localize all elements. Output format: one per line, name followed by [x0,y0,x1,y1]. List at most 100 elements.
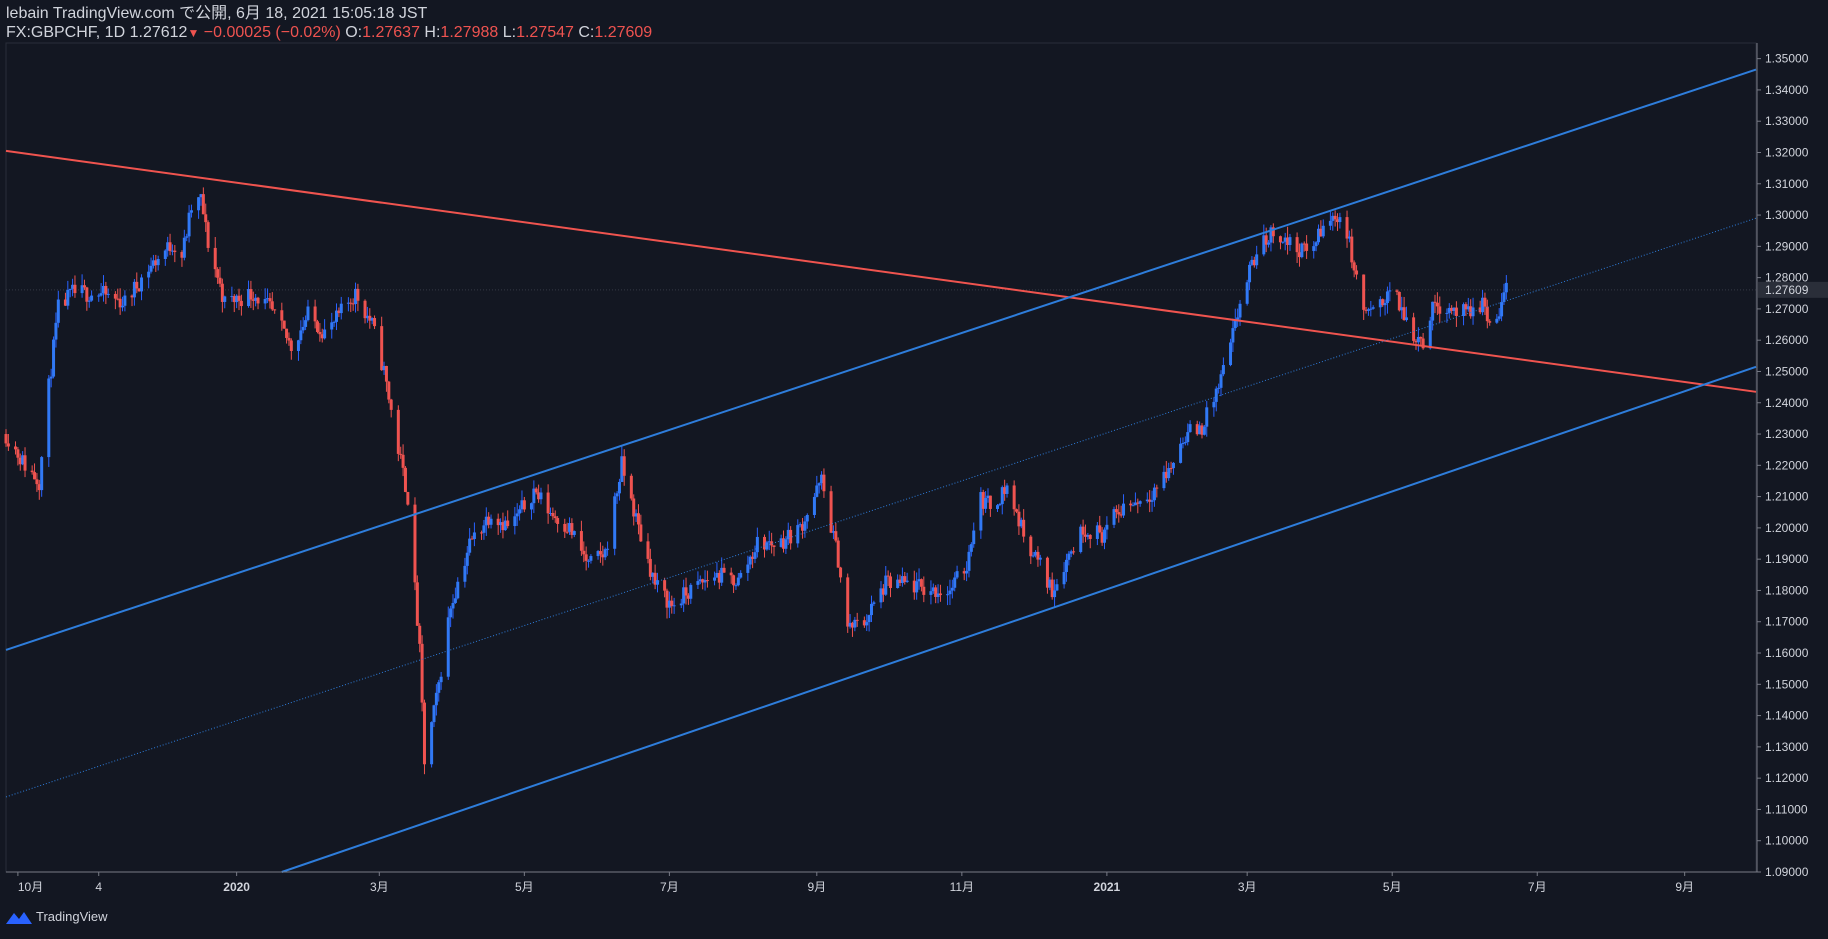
candle [1333,210,1337,227]
candle [886,570,890,587]
candle [163,249,167,266]
candle [1238,299,1242,326]
candle [634,509,638,522]
candle [1200,423,1204,439]
footer: TradingView [6,909,108,924]
candle [1129,500,1133,512]
price-chart[interactable]: 1.35000 1.34000 1.33000 1.32000 1.31000 1.300… [0,0,1828,905]
candle [480,530,484,540]
candle [30,465,34,475]
candle [672,597,676,614]
candle [1283,232,1287,251]
candle [836,537,840,568]
price-tick-label: 1.28000 [1765,271,1809,285]
candle [1317,224,1320,245]
candle [632,494,636,526]
candle [1183,436,1187,446]
candle [173,245,177,263]
candle [201,187,205,215]
candle [87,296,91,308]
candle [1350,228,1354,269]
price-tick-label: 1.24000 [1765,396,1809,410]
candle [532,480,536,514]
candle [1036,546,1040,567]
candle [784,536,788,554]
time-tick-label: 7月 [660,880,679,894]
candle [1319,220,1323,237]
candle [1402,296,1406,321]
trendline-channel-upper [5,68,1757,651]
candle [617,478,621,501]
candle [789,526,793,550]
candle [1336,213,1340,231]
candle [420,635,424,712]
candle [900,567,904,587]
candle [256,296,260,310]
candle [1347,230,1351,243]
candle [515,503,519,526]
candle [803,516,807,538]
candle [915,572,919,600]
candle [304,315,308,331]
candle [1278,235,1282,250]
candle [301,317,305,334]
candle [54,312,58,348]
footer-brand: TradingView [36,909,108,924]
candle [565,522,569,534]
candle [1462,302,1466,326]
candle [373,315,377,330]
candle [437,679,441,702]
candle [154,254,158,272]
candle [1050,572,1054,600]
candle [235,294,239,309]
candle [237,288,241,311]
candle [6,434,10,451]
candle [553,510,557,523]
close-label: C: [578,24,595,41]
candle [1145,492,1149,504]
candle [73,275,77,298]
trendlines[interactable] [5,68,1757,873]
candle [1400,296,1404,319]
candle [1062,562,1066,589]
price-tick-label: 1.12000 [1765,771,1809,785]
candle [249,280,253,308]
candle [66,280,70,310]
candle [389,398,393,418]
candle [1445,308,1449,323]
candle [881,584,885,602]
candle [1488,319,1492,326]
candle [37,479,41,500]
time-tick-label: 4 [95,880,102,894]
candle [679,598,683,609]
candle [456,577,460,600]
candle [1003,479,1007,501]
candle [1267,240,1271,248]
price-tick-label: 1.23000 [1765,427,1809,441]
candle [187,205,191,243]
price-tick-label: 1.11000 [1765,802,1808,816]
candle [482,519,486,540]
candle [1483,292,1487,315]
candle [273,309,277,314]
candle [1105,516,1109,540]
candle [839,566,843,583]
candle [1288,233,1292,251]
candle [696,571,700,590]
candle [418,623,422,653]
candle [1421,332,1425,350]
time-tick-label: 9月 [807,880,826,894]
candle [1364,306,1368,314]
candle [1064,553,1068,582]
candle [1469,299,1473,319]
candle [1250,256,1254,267]
candle [563,518,567,538]
price-tick-label: 1.31000 [1765,177,1809,191]
candle [49,368,53,388]
candle [1119,505,1123,518]
candle [47,374,51,467]
candle [370,317,374,325]
candle [118,288,122,315]
candle [335,303,339,331]
candle [884,566,888,596]
